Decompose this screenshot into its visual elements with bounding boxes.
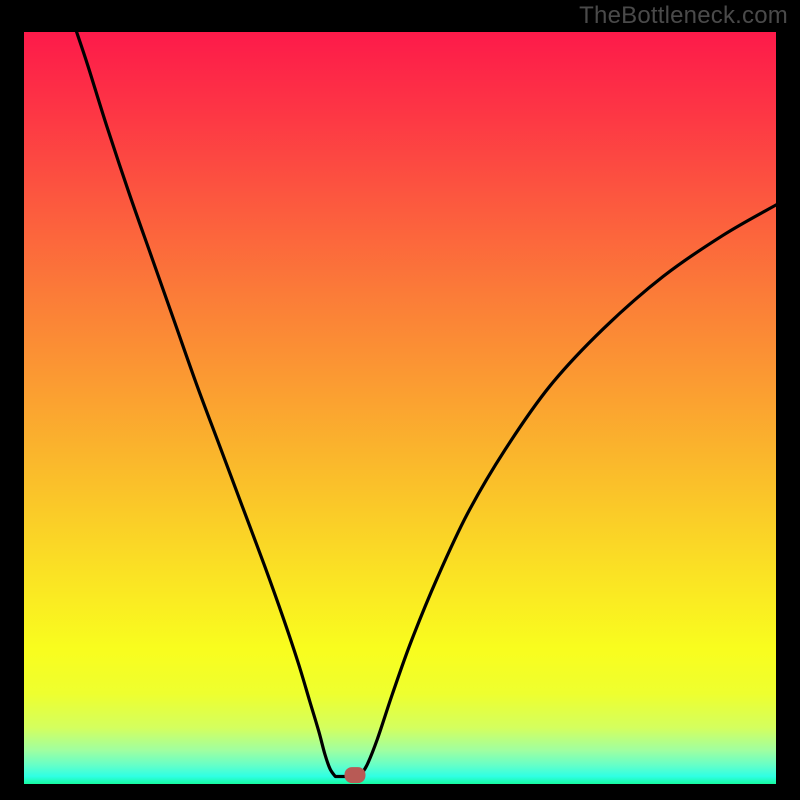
- bottleneck-curve-path: [77, 32, 776, 776]
- watermark-text: TheBottleneck.com: [579, 2, 788, 30]
- chart-plot-area: [24, 32, 776, 784]
- optimal-point-marker: [344, 767, 365, 783]
- bottleneck-curve: [24, 32, 776, 784]
